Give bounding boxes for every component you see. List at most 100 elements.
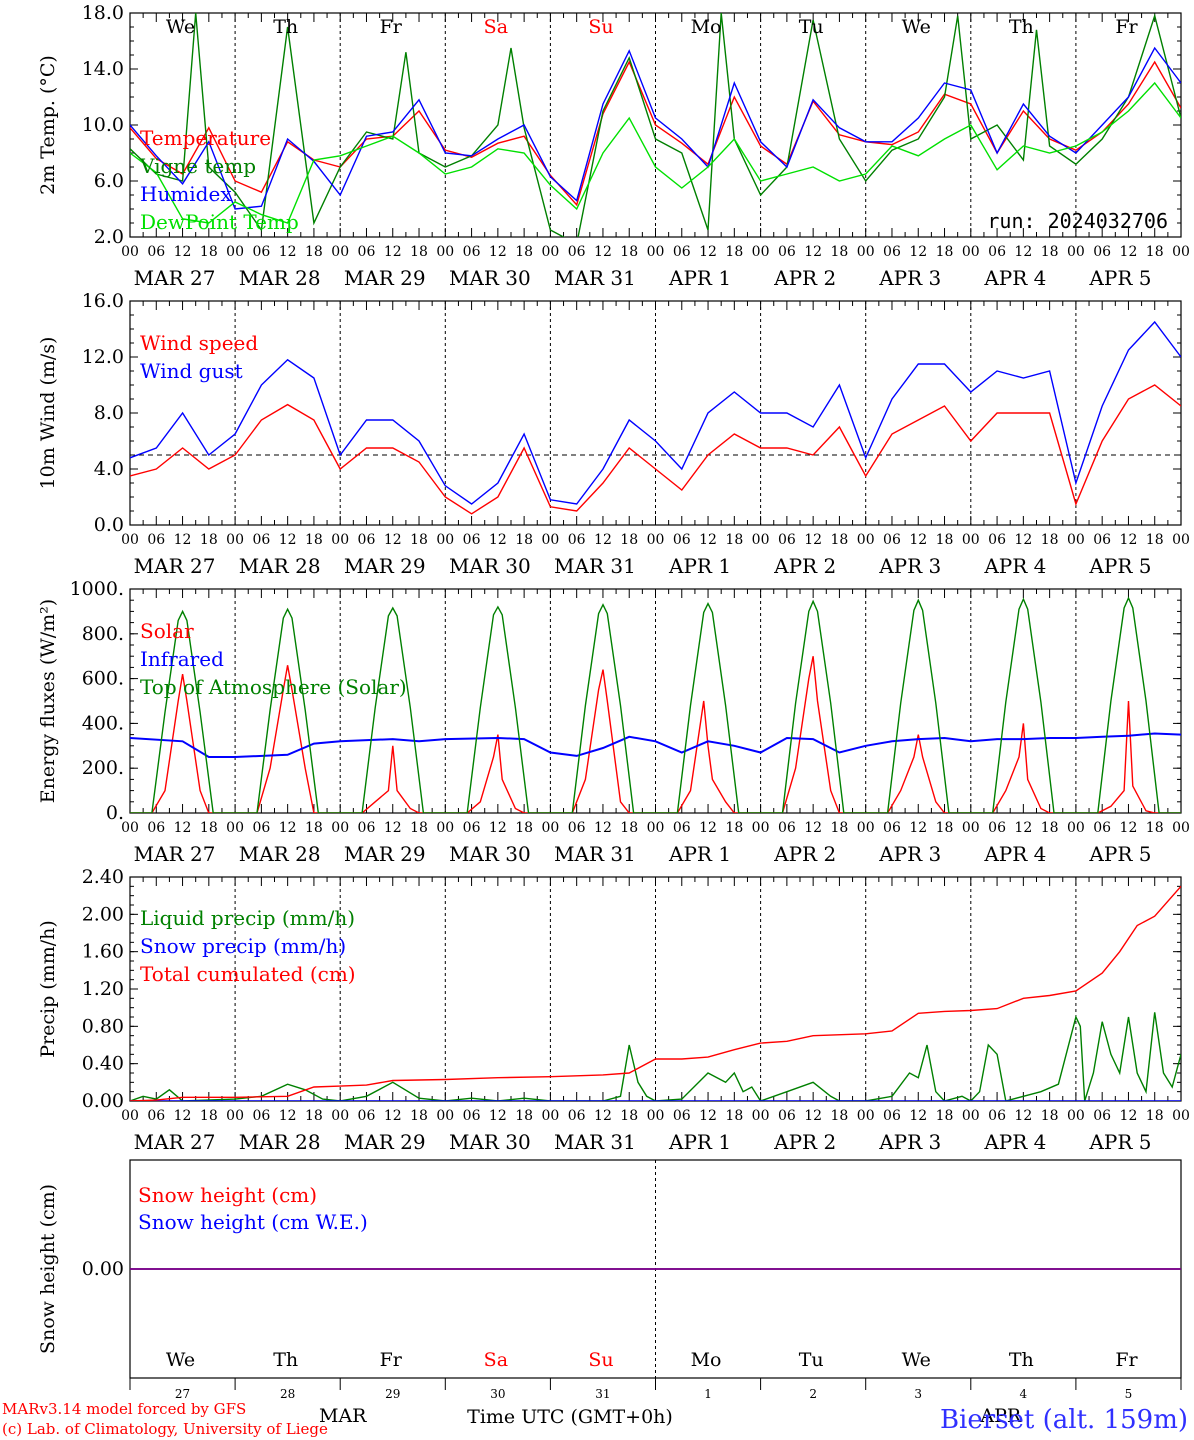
day-number: 30 [490, 1387, 505, 1401]
hour-tick-label: 12 [174, 532, 192, 548]
weekday-label: We [166, 16, 195, 38]
weekday-label: Sa [484, 16, 508, 38]
hour-tick-label: 00 [857, 820, 875, 836]
date-label: MAR 27 [134, 266, 216, 290]
hour-tick-label: 18 [620, 1108, 638, 1124]
hour-tick-label: 06 [252, 1108, 270, 1124]
hour-tick-label: 00 [331, 244, 349, 260]
date-label: MAR 29 [344, 1130, 426, 1154]
hour-tick-label: 06 [1093, 244, 1111, 260]
hour-tick-label: 00 [121, 244, 139, 260]
date-label: APR 1 [668, 266, 731, 290]
hour-tick-label: 00 [1067, 820, 1085, 836]
hour-tick-label: 18 [1146, 244, 1164, 260]
weekday-label: Mo [691, 1349, 722, 1371]
hour-tick-label: 18 [200, 1108, 218, 1124]
hour-tick-label: 00 [226, 1108, 244, 1124]
hour-tick-label: 18 [1146, 1108, 1164, 1124]
legend-entry: Solar [140, 619, 194, 643]
date-label: APR 2 [773, 266, 836, 290]
date-label: APR 5 [1088, 266, 1151, 290]
date-label: MAR 30 [449, 1130, 531, 1154]
hour-tick-label: 18 [410, 532, 428, 548]
station-label: Bierset (alt. 159m) [940, 1405, 1188, 1435]
legend-entry: Humidex [140, 182, 232, 206]
hour-tick-label: 18 [305, 532, 323, 548]
date-label: MAR 29 [344, 554, 426, 578]
hour-tick-label: 06 [568, 1108, 586, 1124]
y-tick-label: 1.20 [82, 978, 124, 1000]
hour-tick-label: 18 [515, 244, 533, 260]
hour-tick-label: 06 [988, 1108, 1006, 1124]
hour-tick-label: 06 [358, 244, 376, 260]
legend-entry: Snow precip (mm/h) [140, 934, 346, 958]
hour-tick-label: 12 [279, 532, 297, 548]
hour-tick-label: 12 [279, 244, 297, 260]
hour-tick-label: 06 [1093, 820, 1111, 836]
hour-tick-label: 06 [568, 820, 586, 836]
weekday-label: Th [273, 1349, 298, 1371]
date-label: MAR 29 [344, 266, 426, 290]
hour-tick-label: 00 [962, 1108, 980, 1124]
hour-tick-label: 12 [1120, 1108, 1138, 1124]
hour-tick-label: 06 [463, 820, 481, 836]
hour-tick-label: 18 [936, 532, 954, 548]
hour-tick-label: 12 [699, 244, 717, 260]
hour-tick-label: 06 [673, 820, 691, 836]
date-label: MAR 30 [449, 842, 531, 866]
date-label: MAR 28 [239, 266, 321, 290]
hour-tick-label: 00 [752, 532, 770, 548]
hour-tick-label: 06 [883, 820, 901, 836]
series-line-precip-0 [130, 1012, 1181, 1101]
y-tick-label: 10.0 [82, 114, 124, 136]
hour-tick-label: 18 [200, 532, 218, 548]
hour-tick-label: 12 [699, 1108, 717, 1124]
hour-tick-label: 06 [463, 244, 481, 260]
date-label: APR 5 [1088, 554, 1151, 578]
date-label: MAR 31 [554, 554, 636, 578]
hour-tick-label: 06 [252, 244, 270, 260]
hour-tick-label: 12 [804, 244, 822, 260]
hour-tick-label: 18 [515, 1108, 533, 1124]
credit-line-1: MARv3.14 model forced by GFS [2, 1400, 246, 1418]
date-label: MAR 30 [449, 266, 531, 290]
hour-tick-label: 00 [541, 1108, 559, 1124]
hour-tick-label: 06 [463, 532, 481, 548]
weekday-label: Sa [484, 1349, 508, 1371]
legend-entry: Snow height (cm) [138, 1183, 317, 1207]
hour-tick-label: 00 [962, 244, 980, 260]
hour-tick-label: 00 [962, 820, 980, 836]
hour-tick-label: 18 [936, 244, 954, 260]
y-tick-label: 0.00 [82, 1258, 124, 1280]
y-tick-label: 0.00 [82, 1090, 124, 1112]
day-number: 3 [914, 1387, 922, 1401]
hour-tick-label: 00 [436, 820, 454, 836]
date-label: APR 5 [1088, 842, 1151, 866]
y-axis-title: Energy fluxes (W/m²) [37, 599, 59, 803]
date-label: APR 3 [878, 1130, 941, 1154]
hour-tick-label: 00 [1067, 244, 1085, 260]
hour-tick-label: 12 [384, 532, 402, 548]
date-label: APR 2 [773, 842, 836, 866]
date-label: APR 2 [773, 554, 836, 578]
hour-tick-label: 12 [804, 820, 822, 836]
hour-tick-label: 18 [831, 820, 849, 836]
hour-tick-label: 00 [436, 244, 454, 260]
date-label: APR 4 [983, 1130, 1046, 1154]
hour-tick-label: 00 [1067, 532, 1085, 548]
date-label: APR 1 [668, 554, 731, 578]
series-line-precip-2 [130, 885, 1181, 1101]
y-tick-label: 4.0 [94, 458, 124, 480]
hour-tick-label: 06 [988, 820, 1006, 836]
hour-tick-label: 18 [410, 244, 428, 260]
date-label: MAR 27 [134, 1130, 216, 1154]
day-number: 28 [280, 1387, 295, 1401]
hour-tick-label: 12 [384, 1108, 402, 1124]
date-label: MAR 28 [239, 554, 321, 578]
hour-tick-label: 12 [909, 532, 927, 548]
hour-tick-label: 00 [331, 1108, 349, 1124]
date-label: APR 4 [983, 842, 1046, 866]
y-tick-label: 800. [82, 623, 124, 645]
hour-tick-label: 18 [831, 244, 849, 260]
